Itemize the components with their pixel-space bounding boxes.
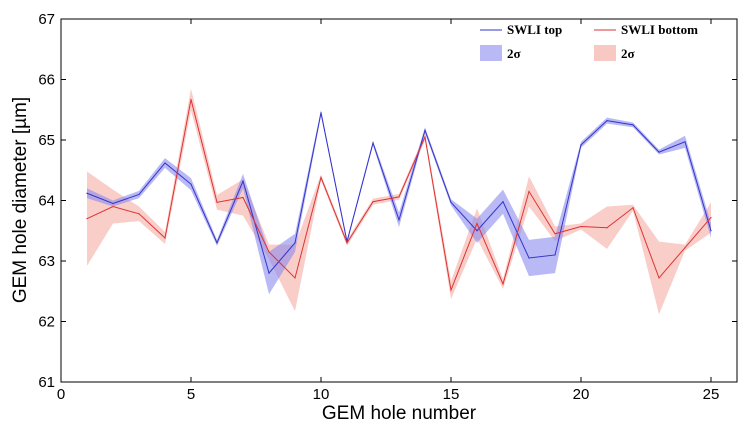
y-tick-label: 65 bbox=[38, 132, 55, 149]
series-line-top bbox=[86, 112, 712, 275]
data-point-top bbox=[320, 112, 322, 114]
x-tick-label: 0 bbox=[57, 386, 65, 403]
data-point-bottom bbox=[164, 237, 166, 239]
data-point-top bbox=[710, 230, 712, 232]
axes-layer: 0 5 10 15 20 25 61 62 63 64 65 66 67 bbox=[38, 11, 738, 403]
data-point-top bbox=[450, 201, 452, 203]
y-axis-title: GEM hole diameter [µm] bbox=[10, 97, 31, 303]
data-point-bottom bbox=[710, 216, 712, 219]
data-point-top bbox=[216, 242, 218, 244]
data-point-top bbox=[242, 180, 244, 182]
data-point-bottom bbox=[502, 283, 504, 285]
data-point-top bbox=[190, 183, 192, 185]
data-point-bottom bbox=[294, 277, 296, 279]
y-tick-label: 61 bbox=[38, 374, 55, 391]
data-point-bottom bbox=[320, 176, 322, 179]
data-point-top bbox=[658, 151, 660, 153]
data-point-bottom bbox=[554, 233, 556, 235]
data-point-bottom bbox=[138, 213, 140, 215]
band-top bbox=[87, 109, 711, 295]
data-point-top bbox=[268, 272, 270, 274]
data-point-top bbox=[580, 144, 582, 146]
data-point-bottom bbox=[632, 207, 634, 209]
legend-band-label-top: 2σ bbox=[507, 46, 521, 61]
data-point-bottom bbox=[216, 201, 218, 203]
data-point-bottom bbox=[242, 196, 244, 199]
x-axis-title: GEM hole number bbox=[322, 403, 477, 424]
data-point-bottom bbox=[346, 242, 348, 244]
data-point-top bbox=[632, 124, 634, 126]
data-point-bottom bbox=[268, 251, 270, 253]
data-point-top bbox=[138, 193, 140, 196]
legend-label-bottom: SWLI bottom bbox=[621, 22, 698, 37]
y-tick-label: 63 bbox=[38, 253, 55, 270]
data-point-bottom bbox=[398, 196, 400, 198]
data-point-bottom bbox=[606, 227, 608, 229]
lines-layer bbox=[86, 98, 712, 292]
x-tick-label: 25 bbox=[703, 386, 720, 403]
data-point-bottom bbox=[658, 277, 660, 279]
data-point-top bbox=[424, 129, 426, 131]
data-point-bottom bbox=[86, 218, 88, 220]
data-point-top bbox=[606, 120, 608, 122]
y-tick-label: 62 bbox=[38, 314, 55, 331]
data-point-bottom bbox=[450, 289, 452, 291]
data-point-bottom bbox=[528, 190, 530, 193]
legend-band-swatch-top bbox=[480, 45, 502, 61]
data-point-bottom bbox=[372, 201, 374, 203]
data-point-top bbox=[294, 242, 296, 244]
plot-frame bbox=[60, 18, 738, 383]
data-point-bottom bbox=[112, 205, 114, 208]
legend: SWLI top 2σ SWLI bottom 2σ bbox=[480, 22, 698, 61]
y-tick-label: 67 bbox=[38, 11, 55, 28]
data-point-top bbox=[164, 162, 166, 164]
data-point-top bbox=[86, 192, 88, 194]
data-point-bottom bbox=[476, 222, 478, 225]
bands-layer bbox=[87, 88, 711, 315]
data-point-top bbox=[684, 141, 686, 143]
data-point-top bbox=[476, 230, 478, 232]
x-tick-label: 10 bbox=[313, 386, 330, 403]
legend-band-label-bottom: 2σ bbox=[621, 46, 635, 61]
x-tick-label: 15 bbox=[443, 386, 460, 403]
x-tick-label: 5 bbox=[187, 386, 195, 403]
data-point-top bbox=[372, 142, 374, 144]
legend-band-swatch-bottom bbox=[594, 45, 616, 61]
data-point-top bbox=[554, 254, 556, 256]
y-tick-label: 64 bbox=[38, 193, 55, 210]
data-point-top bbox=[528, 257, 530, 259]
data-point-bottom bbox=[684, 247, 686, 249]
y-tick-label: 66 bbox=[38, 72, 55, 89]
legend-label-top: SWLI top bbox=[507, 22, 562, 37]
data-point-top bbox=[398, 219, 400, 221]
x-tick-label: 20 bbox=[573, 386, 590, 403]
data-point-bottom bbox=[190, 98, 192, 101]
data-point-top bbox=[502, 201, 504, 203]
data-point-bottom bbox=[580, 225, 582, 228]
data-point-bottom bbox=[424, 136, 426, 138]
data-point-top bbox=[112, 202, 114, 205]
